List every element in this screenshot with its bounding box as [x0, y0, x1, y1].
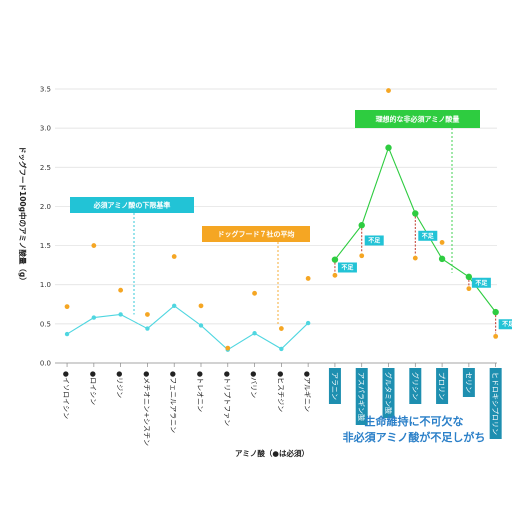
y-tick-label: 3.0 [40, 125, 51, 133]
shortage-tag-label: 不足 [475, 279, 487, 287]
category-label: ●ヒスチジン [276, 371, 284, 412]
category-label: ●アルギニン [303, 371, 311, 412]
callout-box [70, 197, 194, 213]
x-axis-title: アミノ酸（●は必須） [235, 448, 309, 458]
category-label: アスパラギン酸 [357, 372, 366, 421]
category-label-box [436, 368, 449, 404]
shortage-tag [498, 319, 512, 330]
data-point [252, 331, 257, 336]
category-label: ●トレオニン [196, 371, 204, 412]
shortage-tag [418, 230, 438, 241]
category-label: アラニン [330, 372, 338, 400]
data-point [332, 272, 338, 278]
data-point [465, 273, 473, 281]
callout-label: 必須アミノ酸の下限基準 [93, 201, 171, 210]
category-label: セリン [464, 372, 472, 393]
data-point [91, 243, 97, 248]
category-label: グルタミン酸 [384, 372, 393, 414]
callout-label: ドッグフード７社の平均 [218, 230, 295, 239]
callout-box [355, 110, 480, 128]
data-point [198, 303, 204, 309]
data-point [145, 312, 150, 317]
data-point [305, 276, 311, 281]
category-label: プロリン [438, 372, 446, 400]
category-label-box [355, 368, 368, 425]
y-tick-label: 3.5 [40, 86, 51, 94]
data-point [64, 331, 70, 337]
data-point [171, 254, 177, 259]
y-tick-label: 0.5 [40, 320, 51, 328]
data-point [279, 346, 284, 352]
data-point [385, 144, 392, 151]
series [64, 88, 499, 352]
y-tick-labels: 0.0 0.5 1.0 1.5 2.0 2.5 3.0 3.5 [40, 86, 51, 368]
data-point [412, 210, 419, 217]
category-label: ●リジン [116, 371, 124, 398]
data-point [358, 222, 365, 229]
callout-box [202, 226, 310, 242]
category-label: ●ロイシン [89, 371, 97, 405]
y-tick-label: 0.0 [40, 360, 51, 368]
data-point [118, 312, 123, 317]
shortage-tag-label: 不足 [341, 263, 353, 271]
category-label: ●イソロイシン [62, 371, 70, 419]
data-point [252, 290, 257, 296]
data-point [305, 320, 311, 326]
category-label-box [462, 368, 475, 397]
shortage-tag [471, 277, 491, 288]
data-point [438, 255, 446, 263]
series-line [334, 146, 497, 313]
y-tick-label: 2.0 [40, 203, 51, 211]
data-point [359, 253, 365, 259]
data-point [278, 326, 284, 331]
series-1 [64, 88, 499, 351]
shortage-tag [337, 262, 357, 273]
data-point [493, 333, 499, 339]
shortage-tag-label: 不足 [422, 232, 434, 240]
y-tick-label: 1.0 [40, 281, 51, 289]
category-label: ヒドロキシプロリン [491, 372, 499, 435]
x-axis: ●イソロイシン ●ロイシン ●リジン ●メチオニン+シスチン ●フェニルアラニン ●トレオ… [62, 363, 502, 446]
shortage-tag [364, 235, 384, 246]
data-point [331, 256, 339, 263]
category-label-box [489, 368, 502, 439]
category-label-box [409, 368, 422, 404]
data-point [172, 303, 177, 309]
shortage-tag-label: 不足 [368, 236, 380, 244]
category-label: ●トリプトファン [223, 371, 231, 426]
y-axis-title: ドッグフード100g中のアミノ酸量（g） [18, 146, 28, 285]
data-point [466, 286, 472, 292]
category-label: ●メチオニン+シスチン [142, 371, 150, 446]
category-label-box [382, 368, 395, 418]
shortage-note-line-2: 非必須アミノ酸が不足しがち [343, 430, 486, 444]
category-label-box [328, 368, 341, 404]
data-point [225, 345, 231, 351]
series-2 [331, 144, 499, 316]
y-tick-label: 1.5 [40, 242, 51, 250]
category-label: ●バリン [250, 371, 258, 398]
series-line [66, 305, 309, 351]
data-point [64, 304, 70, 310]
callout-leader-lines [133, 128, 453, 325]
category-label: グリシン [411, 372, 420, 400]
data-point [145, 326, 150, 331]
series-0 [64, 303, 311, 352]
callout-label: 理想的な非必須アミノ酸量 [376, 115, 460, 124]
data-point [198, 323, 204, 328]
category-label: ●フェニルアラニン [169, 371, 177, 433]
data-point [439, 240, 445, 245]
data-point [386, 88, 391, 93]
data-point [91, 315, 97, 320]
shortage-note-line-1: 生命維持に不可欠な [365, 414, 464, 428]
shortage-tag-label: 不足 [502, 320, 512, 328]
data-point [492, 308, 499, 316]
y-tick-label: 2.5 [40, 164, 51, 172]
data-point [118, 287, 124, 293]
data-point [412, 255, 418, 261]
